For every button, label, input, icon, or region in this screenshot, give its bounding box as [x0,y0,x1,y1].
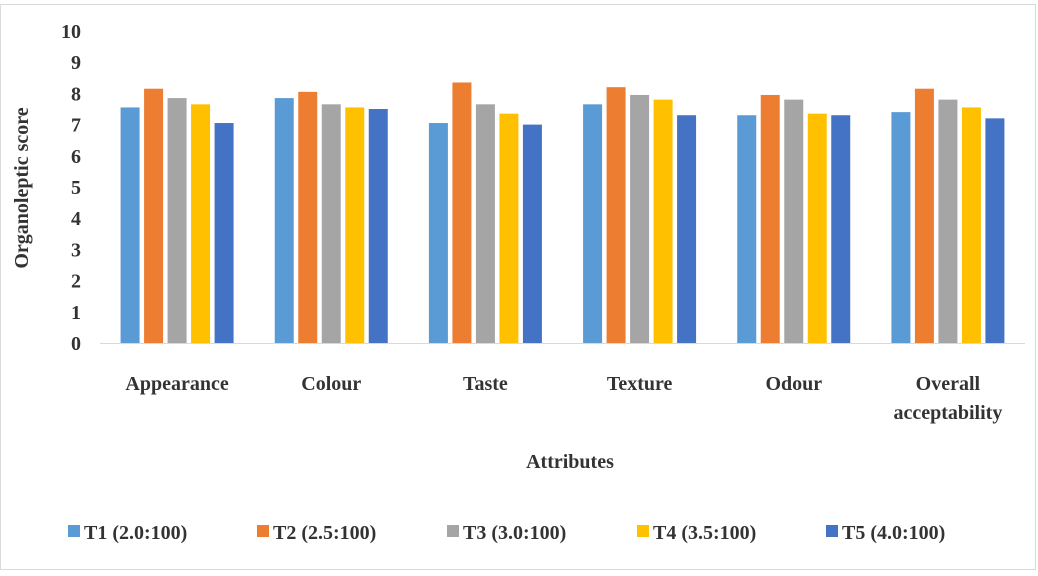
x-tick-label: Taste [463,373,508,395]
y-tick-label: 0 [71,333,81,355]
x-tick-label: Colour [301,373,361,395]
bar [583,104,603,343]
bar [144,88,164,343]
legend-swatch [637,525,649,537]
bar [630,94,650,344]
bar [938,99,958,343]
legend-label: T5 (4.0:100) [842,522,945,544]
legend-label: T1 (2.0:100) [84,522,187,544]
y-tick-label: 3 [71,239,81,261]
y-tick-label: 8 [71,83,81,105]
bar [891,112,911,344]
bar [653,99,673,343]
bar [760,94,780,344]
bar [321,104,341,343]
y-axis-label: Organoleptic score [11,107,33,268]
bar [368,109,388,343]
bar [737,115,757,344]
y-tick-label: 9 [71,52,81,74]
bar [120,107,140,343]
legend-swatch [447,525,459,537]
y-tick-label: 4 [71,208,81,230]
bar [428,123,448,343]
bar [914,88,934,343]
x-tick-label: Appearance [125,373,228,395]
chart-frame [0,4,1036,570]
legend: T1 (2.0:100) T2 (2.5:100) T3 (3.0:100) T4 (… [68,522,945,544]
bar [807,113,827,344]
x-tick-label: acceptability [893,402,1002,424]
x-tick-labels: Appearance Colour Taste Texture Odour Overall… [125,373,1002,424]
legend-label: T2 (2.5:100) [273,522,376,544]
y-tick-labels: 0 1 2 3 4 5 6 7 8 9 10 [61,21,81,355]
legend-swatch [257,525,269,537]
bars-group [120,82,1005,344]
bar [985,118,1005,343]
x-axis-label: Attributes [526,451,614,473]
y-tick-label: 7 [71,115,81,137]
bar [677,115,697,344]
legend-swatch [68,525,80,537]
x-tick-label: Overall [916,373,981,395]
bar [191,104,211,343]
bar [214,123,234,343]
y-tick-label: 2 [71,271,81,293]
bar [274,98,294,343]
bar [784,99,804,343]
x-tick-label: Odour [765,373,822,395]
bar [345,107,365,343]
bar [831,115,851,344]
legend-swatch [826,525,838,537]
bar [522,124,542,343]
bar [475,104,495,343]
legend-label: T4 (3.5:100) [653,522,756,544]
y-tick-label: 5 [71,177,81,199]
bar [961,107,981,343]
x-tick-label: Texture [607,373,673,395]
bar [499,113,519,344]
y-tick-label: 1 [71,302,81,324]
bar [167,98,187,343]
y-tick-label: 6 [71,146,81,168]
legend-label: T3 (3.0:100) [463,522,566,544]
bar [606,87,626,343]
bar [298,91,318,343]
y-tick-label: 10 [61,21,81,43]
bar [452,82,472,343]
